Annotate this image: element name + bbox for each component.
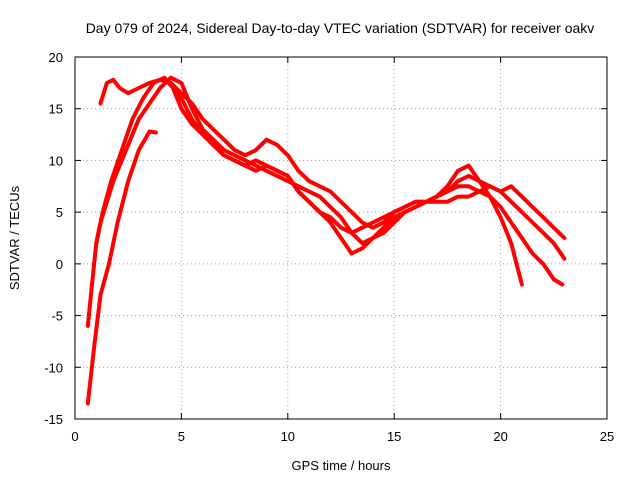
plot-frame [74,56,608,420]
x-tick-label: 15 [387,429,401,444]
y-tick-label: -5 [51,309,63,324]
series-track-2 [85,75,524,328]
y-tick-label: 5 [56,205,63,220]
series-track-5 [168,80,567,240]
x-tick-label: 5 [178,429,185,444]
y-tick-label: 20 [49,50,63,65]
x-tick-label: 20 [493,429,507,444]
x-axis-label: GPS time / hours [292,458,391,473]
y-tick-label: 0 [56,257,63,272]
y-tick-label: 15 [49,102,63,117]
y-axis-label: SDTVAR / TECUs [7,185,22,290]
y-tick-label: -15 [44,412,63,427]
chart-title: Day 079 of 2024, Sidereal Day-to-day VTE… [86,20,595,36]
series-track-1 [85,129,158,406]
series-track-3 [94,75,565,287]
data-series [85,75,567,406]
y-tick-label: -10 [44,360,63,375]
x-tick-label: 25 [600,429,614,444]
y-tick-label: 10 [49,153,63,168]
x-tick-label: 0 [71,429,78,444]
series-track-4 [98,77,567,261]
grid-lines [75,57,607,419]
x-tick-label: 10 [281,429,295,444]
